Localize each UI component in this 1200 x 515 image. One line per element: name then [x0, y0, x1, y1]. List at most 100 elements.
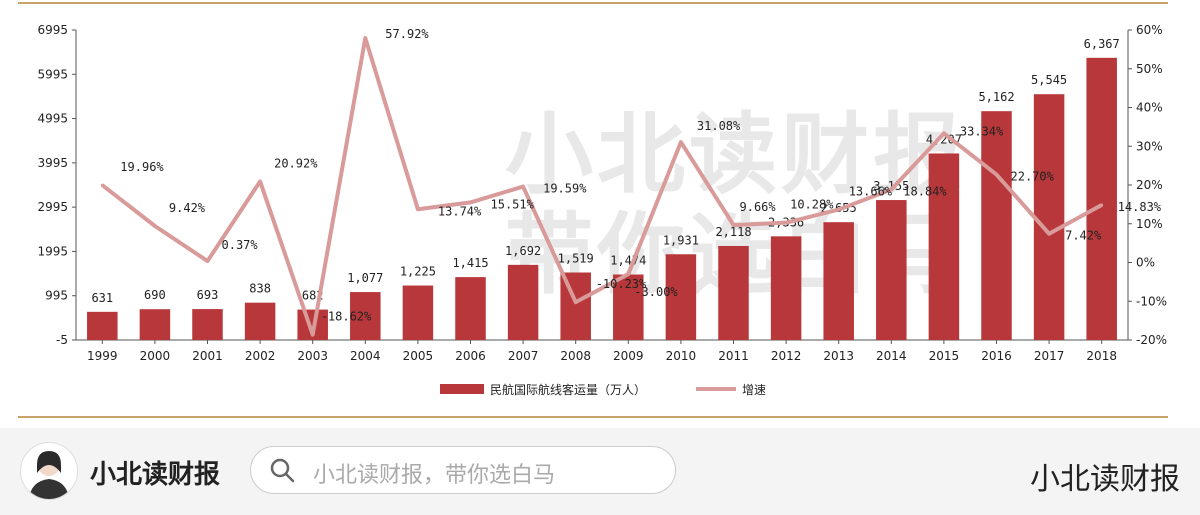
growth-label: 19.96% — [120, 160, 164, 174]
x-tick-label: 2005 — [403, 349, 434, 363]
growth-label: 18.84% — [903, 184, 947, 198]
growth-label: 20.92% — [274, 156, 318, 170]
growth-label: 57.92% — [385, 27, 429, 41]
x-tick-label: 2014 — [876, 349, 907, 363]
legend-line-label: 增速 — [742, 383, 766, 397]
growth-point — [521, 185, 525, 189]
left-tick-label: 1995 — [37, 244, 68, 258]
bar — [455, 277, 486, 340]
x-tick-label: 2004 — [350, 349, 381, 363]
left-tick-label: 6995 — [37, 23, 68, 37]
growth-label: 19.59% — [543, 182, 587, 196]
avatar-icon — [29, 451, 69, 499]
growth-label: 15.51% — [491, 197, 535, 211]
growth-point — [889, 187, 893, 191]
x-tick-label: 2018 — [1086, 349, 1117, 363]
bar-label: 1,225 — [400, 265, 436, 279]
bar — [139, 309, 171, 340]
bar-label: 631 — [91, 291, 113, 305]
bar — [718, 245, 749, 340]
bar — [507, 264, 539, 340]
growth-point — [1100, 203, 1104, 207]
growth-point — [416, 207, 420, 211]
x-tick-label: 2001 — [192, 349, 223, 363]
avatar[interactable] — [20, 442, 78, 500]
x-tick-label: 2017 — [1034, 349, 1065, 363]
chart-svg: -5 995 1995 2995 3995 4995 5995 6995 -20% -10% 0% 1… — [37, 23, 1167, 397]
bar — [350, 292, 381, 340]
right-tick-label: 40% — [1136, 101, 1163, 115]
x-tick-label: 2000 — [140, 349, 171, 363]
x-tick-label: 2012 — [771, 349, 802, 363]
right-tick-label: 50% — [1136, 62, 1163, 76]
growth-label: 31.08% — [697, 119, 741, 133]
footer-bar: 小北读财报 小北读财报，带你选白马 小北读财报 — [0, 428, 1200, 515]
x-tick-label: 2007 — [508, 349, 539, 363]
bar — [981, 111, 1012, 340]
growth-point — [574, 300, 578, 304]
search-input[interactable]: 小北读财报，带你选白马 — [250, 446, 676, 494]
bar — [1033, 94, 1065, 340]
left-tick-label: 3995 — [37, 156, 68, 170]
bar — [823, 222, 854, 340]
growth-point — [100, 183, 104, 187]
bar — [770, 236, 802, 340]
bar — [1086, 57, 1117, 340]
growth-label: -10.23% — [596, 277, 647, 291]
right-tick-label: -20% — [1136, 333, 1167, 347]
bar — [928, 153, 960, 340]
x-tick-label: 2015 — [929, 349, 960, 363]
bar — [192, 309, 223, 340]
growth-point — [363, 36, 367, 40]
growth-point — [1047, 232, 1051, 236]
x-tick-label: 2016 — [981, 349, 1012, 363]
bar-label: 693 — [197, 288, 219, 302]
growth-label: 13.74% — [438, 204, 482, 218]
growth-label: 9.42% — [169, 201, 206, 215]
x-tick-label: 2009 — [613, 349, 644, 363]
bar-label: 5,545 — [1031, 73, 1067, 87]
bar — [244, 302, 276, 340]
growth-label: 33.34% — [960, 124, 1004, 138]
growth-label: -3.00% — [634, 285, 678, 299]
bar — [402, 285, 434, 340]
growth-point — [942, 131, 946, 135]
growth-label: 9.66% — [740, 200, 777, 214]
growth-point — [837, 208, 841, 212]
growth-line — [101, 36, 1103, 337]
right-brand: 小北读财报 — [1030, 462, 1180, 497]
growth-point — [469, 200, 472, 204]
right-tick-label: 10% — [1136, 217, 1163, 231]
growth-label: 14.83% — [1118, 200, 1162, 214]
legend-bar-swatch — [440, 384, 484, 394]
x-tick-label: 1999 — [87, 349, 118, 363]
x-tick-label: 2011 — [718, 349, 749, 363]
right-tick-label: 30% — [1136, 139, 1163, 153]
growth-label: 13.66% — [849, 185, 893, 199]
bar-label: 2,118 — [715, 225, 751, 239]
bar — [665, 254, 697, 340]
bar-label: 5,162 — [978, 90, 1014, 104]
bar-label: 1,415 — [452, 256, 488, 270]
growth-point — [995, 173, 998, 177]
bar — [87, 311, 118, 340]
right-tick-label: 60% — [1136, 23, 1163, 37]
right-tick-label: 0% — [1136, 256, 1155, 270]
bar-label: 1,474 — [610, 254, 646, 268]
right-tick-label: -10% — [1136, 294, 1167, 308]
left-tick-label: -5 — [56, 333, 68, 347]
bar-label: 1,692 — [505, 244, 541, 258]
bar-label: 1,931 — [663, 233, 699, 247]
left-tick-label: 4995 — [37, 112, 68, 126]
growth-label: 0.37% — [222, 238, 259, 252]
left-tick-label: 5995 — [37, 67, 68, 81]
x-tick-label: 2003 — [297, 349, 328, 363]
search-placeholder: 小北读财报，带你选白马 — [313, 463, 556, 488]
bar-label: 690 — [144, 288, 166, 302]
bar-label: 6,367 — [1084, 37, 1120, 51]
growth-point — [784, 221, 788, 225]
growth-point — [679, 140, 683, 144]
bar-label: 1,077 — [347, 271, 383, 285]
x-tick-label: 2006 — [455, 349, 486, 363]
growth-label: 7.42% — [1065, 229, 1102, 243]
